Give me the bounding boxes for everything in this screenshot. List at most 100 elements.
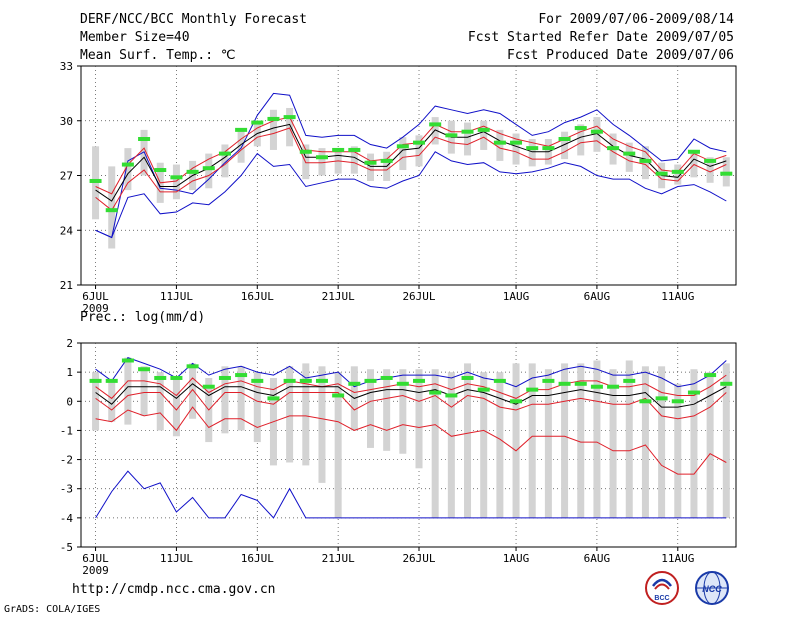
prec-observed-mark bbox=[574, 381, 587, 386]
prec-spread-box bbox=[480, 372, 488, 518]
prec-spread-box bbox=[722, 363, 730, 518]
prec-year-label: 2009 bbox=[82, 564, 109, 577]
temp-observed-mark bbox=[720, 171, 733, 176]
prec-observed-mark bbox=[558, 381, 571, 386]
temp-observed-mark bbox=[218, 151, 231, 156]
forecast-period: For 2009/07/06-2009/08/14 bbox=[538, 12, 734, 27]
prec-xtick-label: 11JUL bbox=[160, 552, 193, 565]
prec-xtick-label: 6JUL bbox=[82, 552, 109, 565]
temp-spread-box bbox=[399, 137, 407, 171]
prec-min-line bbox=[95, 470, 727, 519]
temp-spread-box bbox=[464, 122, 472, 156]
prec-spread-box bbox=[92, 372, 100, 431]
prec-spread-box bbox=[464, 363, 472, 518]
prec-observed-mark bbox=[510, 399, 523, 404]
prec-spread-box bbox=[253, 372, 261, 443]
temp-spread-box bbox=[431, 117, 439, 145]
prec-observed-mark bbox=[590, 384, 603, 389]
prec-spread-box bbox=[544, 369, 552, 518]
temp-observed-mark bbox=[105, 208, 118, 213]
prec-spread-box bbox=[366, 369, 374, 448]
temp-observed-mark bbox=[380, 158, 393, 163]
prec-xtick-label: 11AUG bbox=[661, 552, 694, 565]
prec-ytick-label: -5 bbox=[60, 541, 73, 554]
temp-observed-mark bbox=[477, 127, 490, 132]
prec-observed-mark bbox=[477, 387, 490, 392]
temp-spread-box bbox=[561, 131, 569, 160]
prec-observed-mark bbox=[526, 387, 539, 392]
temp-observed-mark bbox=[364, 160, 377, 165]
temp-xtick-label: 11JUL bbox=[160, 290, 193, 303]
prec-xtick-label: 21JUL bbox=[322, 552, 355, 565]
temp-observed-mark bbox=[542, 146, 555, 151]
temp-observed-mark bbox=[445, 133, 458, 138]
prec-max-line bbox=[95, 357, 727, 388]
prec-observed-mark bbox=[429, 390, 442, 395]
prec-spread-box bbox=[286, 366, 294, 463]
prec-observed-mark bbox=[687, 390, 700, 395]
prec-xtick-label: 1AUG bbox=[503, 552, 530, 565]
temp-spread-box bbox=[124, 148, 132, 191]
temp-ytick-label: 24 bbox=[60, 224, 74, 237]
temp-spread-box bbox=[221, 144, 229, 178]
temp-observed-mark bbox=[461, 129, 474, 134]
prec-observed-mark bbox=[348, 381, 361, 386]
temp-spread-box bbox=[512, 133, 520, 165]
prec-observed-mark bbox=[720, 381, 733, 386]
temp-min-line bbox=[95, 151, 727, 239]
prec-upper-line bbox=[95, 374, 727, 400]
prec-q10-line bbox=[95, 406, 727, 475]
temp-observed-mark bbox=[655, 171, 668, 176]
temp-observed-mark bbox=[413, 140, 426, 145]
prec-observed-mark bbox=[315, 378, 328, 383]
temp-observed-mark bbox=[639, 158, 652, 163]
prec-spread-box bbox=[237, 366, 245, 431]
bcc-logo-icon: BCC bbox=[645, 571, 679, 605]
prec-spread-box bbox=[221, 366, 229, 434]
prec-observed-mark bbox=[202, 384, 215, 389]
prec-spread-box bbox=[658, 366, 666, 518]
chart-title: DERF/NCC/BCC Monthly Forecast bbox=[80, 12, 307, 27]
temp-lower-line bbox=[95, 127, 727, 211]
temp-observed-mark bbox=[186, 169, 199, 174]
source-url[interactable]: http://cmdp.ncc.cma.gov.cn bbox=[72, 582, 276, 597]
prec-mean-line bbox=[95, 383, 727, 408]
temp-observed-mark bbox=[607, 146, 620, 151]
temp-observed-mark bbox=[89, 178, 102, 183]
bcc-logo-text: BCC bbox=[654, 595, 669, 602]
prec-spread-box bbox=[156, 372, 164, 431]
temp-spread-box bbox=[237, 129, 245, 163]
temp-observed-mark bbox=[138, 137, 151, 141]
prec-observed-mark bbox=[671, 399, 684, 404]
temp-spread-box bbox=[108, 166, 116, 249]
temp-year-label: 2009 bbox=[82, 302, 109, 315]
temp-spread-box bbox=[496, 129, 504, 161]
temp-spread-box bbox=[318, 148, 326, 176]
temp-observed-mark bbox=[251, 120, 264, 125]
temp-xtick-label: 16JUL bbox=[241, 290, 274, 303]
temp-spread-box bbox=[366, 153, 374, 181]
prec-spread-box bbox=[383, 369, 391, 451]
ncc-logo-text: NCC bbox=[702, 584, 722, 594]
prec-observed-mark bbox=[623, 378, 636, 383]
prec-xtick-label: 26JUL bbox=[402, 552, 435, 565]
prec-spread-box bbox=[124, 357, 132, 425]
variable-label: Mean Surf. Temp.: ℃ bbox=[80, 48, 236, 63]
temp-xtick-label: 1AUG bbox=[503, 290, 530, 303]
temp-observed-mark bbox=[235, 127, 248, 132]
temp-ytick-label: 30 bbox=[60, 115, 73, 128]
forecast-produced: Fcst Produced Date 2009/07/06 bbox=[507, 48, 734, 63]
prec-ytick-label: -2 bbox=[60, 454, 73, 467]
prec-spread-box bbox=[528, 363, 536, 518]
prec-ytick-label: -4 bbox=[60, 512, 74, 525]
temp-xtick-label: 26JUL bbox=[402, 290, 435, 303]
temp-observed-mark bbox=[348, 147, 361, 152]
prec-spread-box bbox=[625, 360, 633, 518]
prec-observed-mark bbox=[332, 393, 345, 398]
prec-lower-line bbox=[95, 388, 727, 420]
temp-observed-mark bbox=[170, 175, 183, 180]
prec-spread-box bbox=[172, 377, 180, 437]
prec-observed-mark bbox=[413, 378, 426, 383]
prec-observed-mark bbox=[283, 378, 296, 383]
